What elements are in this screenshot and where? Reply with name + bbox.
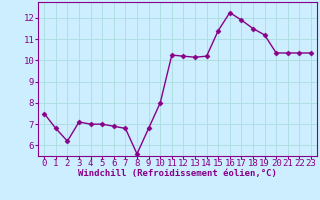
X-axis label: Windchill (Refroidissement éolien,°C): Windchill (Refroidissement éolien,°C) — [78, 169, 277, 178]
